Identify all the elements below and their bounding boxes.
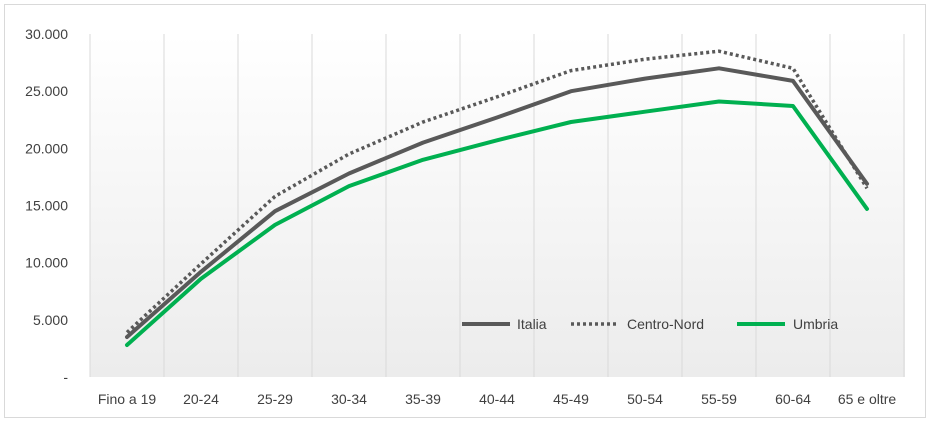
y-tick-label: 10.000: [25, 255, 68, 271]
y-tick-label: 5.000: [33, 312, 68, 328]
legend-label: Centro-Nord: [627, 316, 704, 332]
legend-label: Italia: [517, 316, 547, 332]
y-tick-label: 15.000: [25, 198, 68, 214]
x-tick-label: Fino a 19: [98, 391, 157, 407]
x-tick-label: 50-54: [627, 391, 663, 407]
x-tick-label: 30-34: [331, 391, 367, 407]
x-tick-label: 35-39: [405, 391, 441, 407]
series-line-umbria: [125, 99, 869, 347]
x-tick-label: 65 e oltre: [838, 391, 897, 407]
series-line-italia: [125, 66, 869, 339]
plot-area: [90, 34, 905, 377]
x-tick-label: 45-49: [553, 391, 589, 407]
y-tick-label: -: [63, 369, 68, 385]
y-tick-label: 30.000: [25, 26, 68, 42]
x-tick-label: 60-64: [775, 391, 811, 407]
x-tick-label: 20-24: [183, 391, 219, 407]
x-tick-label: 25-29: [257, 391, 293, 407]
y-tick-label: 20.000: [25, 140, 68, 156]
x-tick-label: 55-59: [701, 391, 737, 407]
series-line-centro-nord: [125, 49, 869, 334]
x-tick-label: 40-44: [479, 391, 515, 407]
y-tick-label: 25.000: [25, 83, 68, 99]
legend-label: Umbria: [793, 316, 838, 332]
